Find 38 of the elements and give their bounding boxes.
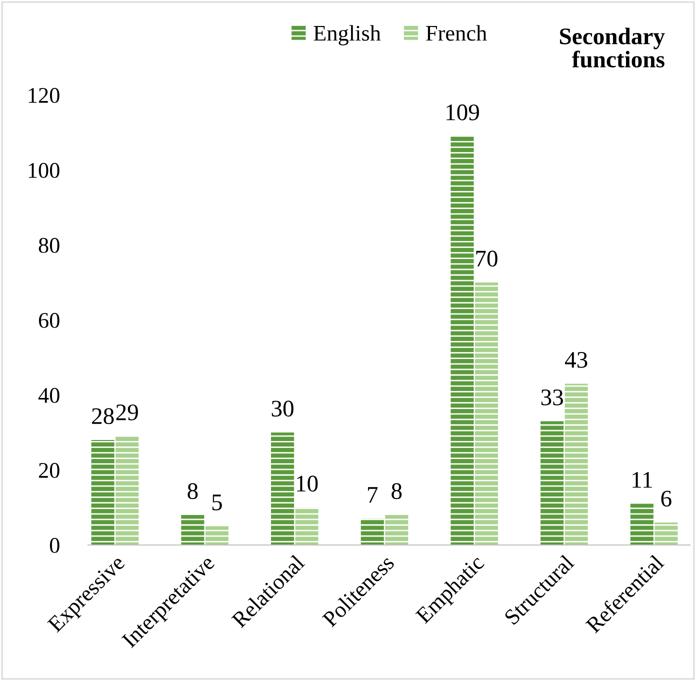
data-label: 7 xyxy=(368,487,378,503)
data-label: 33 xyxy=(541,389,563,406)
data-label: 10 xyxy=(297,476,318,492)
bar xyxy=(205,526,228,545)
legend-label: English xyxy=(314,25,381,46)
bar xyxy=(474,282,498,545)
data-label: 43 xyxy=(564,352,588,368)
bar xyxy=(450,136,474,545)
data-label: 8 xyxy=(188,483,198,500)
bar xyxy=(630,504,654,545)
data-label: 28 xyxy=(92,408,114,424)
data-label: 6 xyxy=(661,490,672,507)
bar xyxy=(295,508,318,545)
data-label: 30 xyxy=(272,400,294,417)
data-label: 8 xyxy=(392,483,402,500)
data-label: 70 xyxy=(476,250,498,267)
bar xyxy=(540,421,564,545)
bar xyxy=(91,440,114,545)
bar xyxy=(181,515,204,545)
y-tick-label: 100 xyxy=(28,162,60,178)
y-tick-label: 60 xyxy=(38,312,60,328)
bar xyxy=(654,522,678,545)
y-tick-label: 20 xyxy=(38,462,60,478)
bar xyxy=(385,515,408,545)
y-tick-label: 120 xyxy=(28,88,60,103)
bar xyxy=(116,436,139,545)
bar xyxy=(564,384,588,545)
data-label: 5 xyxy=(212,494,222,510)
y-tick-label: 80 xyxy=(38,238,60,253)
y-tick-label: 0 xyxy=(50,538,60,553)
data-label: 109 xyxy=(446,104,479,120)
legend-label: French xyxy=(426,25,487,41)
bar xyxy=(360,518,384,545)
bar xyxy=(271,432,294,545)
chart-title: Secondary functions xyxy=(560,28,665,68)
data-label: 11 xyxy=(632,472,652,488)
data-label: 29 xyxy=(116,404,138,420)
y-tick-label: 40 xyxy=(38,388,60,403)
